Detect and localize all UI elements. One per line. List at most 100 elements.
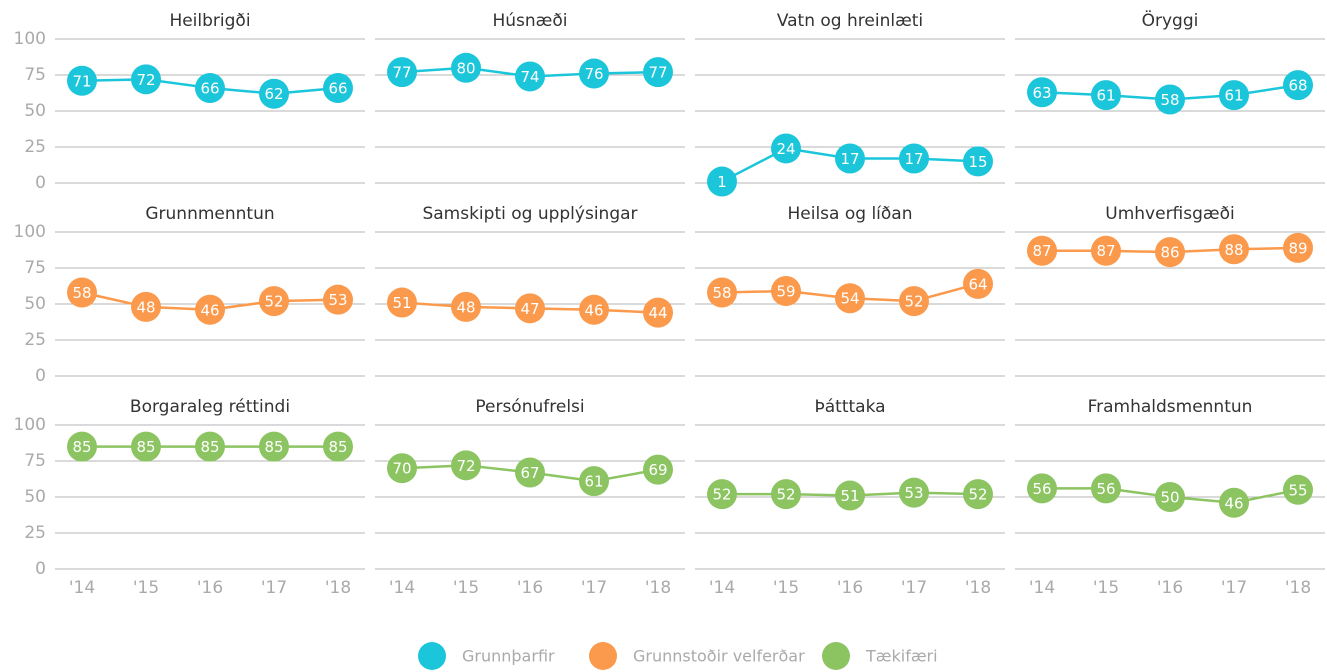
point [1283,474,1313,505]
data-label: 85 [200,438,219,456]
legend-swatch [418,642,446,670]
point [771,276,801,307]
y-tick-label: 75 [24,258,46,278]
data-label: 61 [1224,87,1243,105]
data-label: 52 [776,486,795,504]
data-label: 48 [136,298,155,316]
point [1091,473,1121,504]
data-label: 44 [648,304,667,322]
point [643,297,673,328]
data-label: 72 [456,457,475,475]
data-label: 87 [1032,242,1051,260]
point [771,479,801,510]
data-label: 1 [717,173,727,191]
data-label: 70 [392,460,411,478]
x-tick-label: '16 [517,578,543,598]
panel-title: Grunnmenntun [145,204,274,224]
x-tick-label: '18 [645,578,671,598]
data-label: 48 [456,298,475,316]
point [899,477,929,508]
point [515,293,545,324]
x-tick-label: '15 [133,578,159,598]
y-tick-label: 75 [24,65,46,85]
data-label: 51 [840,487,859,505]
point [1283,232,1313,263]
panel-title: Þátttaka [814,397,885,417]
point [1283,70,1313,101]
legend-label: Grunnþarfir [462,647,555,666]
x-tick-label: '17 [1221,578,1247,598]
point [515,457,545,488]
y-tick-label: 25 [24,523,46,543]
data-label: 50 [1160,489,1179,507]
point [1091,80,1121,111]
x-tick-label: '17 [261,578,287,598]
x-tick-label: '15 [773,578,799,598]
data-label: 56 [1032,480,1051,498]
y-tick-label: 100 [14,415,46,435]
point [1155,482,1185,512]
x-tick-label: '18 [965,578,991,598]
data-label: 58 [1160,91,1179,109]
data-label: 52 [712,486,731,504]
data-label: 17 [904,150,923,168]
y-tick-label: 50 [24,294,46,314]
data-label: 66 [328,79,347,97]
x-tick-label: '15 [1093,578,1119,598]
data-label: 24 [776,140,795,158]
point [963,146,993,177]
y-tick-label: 50 [24,101,46,121]
legend-label: Grunnstoðir velferðar [633,647,805,666]
point [1219,234,1249,265]
point [131,291,161,322]
data-label: 47 [520,300,539,318]
point [835,143,865,174]
legend-swatch [589,642,617,670]
data-label: 61 [584,473,603,491]
point [1091,235,1121,266]
point [963,268,993,299]
data-label: 58 [72,284,91,302]
point [515,61,545,92]
panel-title: Borgaraleg réttindi [130,397,290,417]
panel-title: Persónufrelsi [475,397,584,417]
panel-title: Framhaldsmenntun [1088,397,1253,417]
point [579,58,609,89]
y-tick-label: 0 [35,559,46,579]
y-tick-label: 25 [24,330,46,350]
x-tick-label: '14 [709,578,735,598]
point [707,277,737,308]
data-label: 69 [648,461,667,479]
data-label: 85 [328,438,347,456]
point [1155,84,1185,115]
point [899,286,929,317]
data-label: 59 [776,283,795,301]
x-tick-label: '17 [581,578,607,598]
point [195,431,225,462]
point [323,284,353,315]
point [707,479,737,510]
x-tick-label: '14 [1029,578,1055,598]
point [1027,473,1057,504]
point [1155,237,1185,268]
point [387,453,417,484]
data-label: 53 [904,484,923,502]
point [323,431,353,462]
data-label: 89 [1288,239,1307,257]
x-tick-label: '17 [901,578,927,598]
panel-title: Vatn og hreinlæti [777,11,923,31]
data-label: 58 [712,284,731,302]
point [387,287,417,318]
point [323,72,353,103]
data-label: 85 [136,438,155,456]
legend-label: Tækifæri [865,647,938,666]
x-tick-label: '15 [453,578,479,598]
point [835,283,865,314]
point [67,431,97,462]
panel-title: Samskipti og upplýsingar [422,204,637,224]
y-tick-label: 50 [24,487,46,507]
point [259,78,289,109]
x-tick-label: '18 [1285,578,1311,598]
data-label: 87 [1096,242,1115,260]
point [259,286,289,317]
